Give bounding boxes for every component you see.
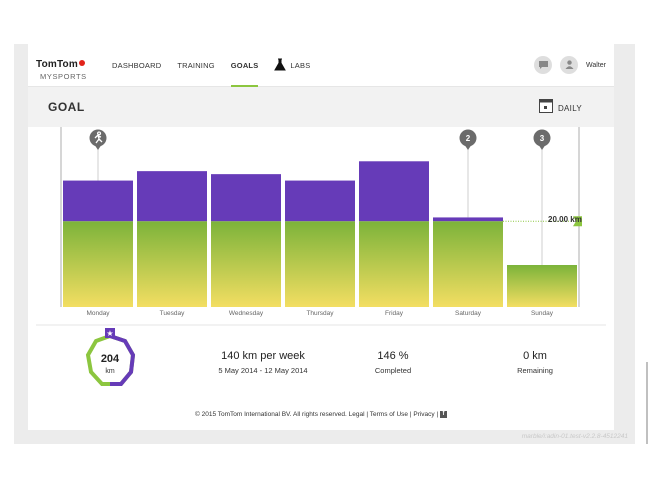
runner-icon — [89, 129, 107, 150]
day-label-thursday: Thursday — [306, 310, 334, 317]
weekly-stat: 140 km per week 5 May 2014 - 12 May 2014 — [203, 350, 323, 375]
day-label-wednesday: Wednesday — [228, 310, 264, 317]
weekly-date-range: 5 May 2014 - 12 May 2014 — [218, 366, 308, 375]
completed-value: 146 % — [377, 350, 409, 362]
facebook-icon[interactable]: f — [439, 411, 447, 418]
nav-labs-label: LABS — [290, 60, 311, 70]
bar-over-goal-wednesday — [211, 174, 281, 222]
remaining-label: Remaining — [517, 366, 553, 375]
chat-button[interactable] — [534, 56, 553, 74]
calendar-icon — [538, 99, 553, 118]
nav-goals[interactable]: GOALS — [230, 44, 259, 87]
svg-text:2: 2 — [466, 134, 471, 143]
username[interactable]: Walter — [586, 61, 606, 69]
footer-link-terms[interactable]: Terms of Use — [369, 411, 409, 419]
period-label: DAILY — [557, 104, 582, 113]
version-string: marble/i:adin-01.test-v2.2.8-4512241 — [521, 433, 628, 440]
remaining-value: 0 km — [523, 350, 547, 362]
nav-labs[interactable]: LABS — [274, 44, 310, 86]
bar-under-goal-wednesday — [211, 221, 281, 307]
top-navigation-bar: TomTom MYSPORTS DASHBOARD TRAINING GOALS… — [28, 44, 614, 87]
copyright: © 2015 TomTom International BV. All righ… — [195, 411, 347, 419]
stats-row: ★ 204 km 140 km per week 5 May 2014 - 12… — [28, 327, 614, 397]
nav-training[interactable]: TRAINING — [177, 60, 215, 70]
remaining-stat: 0 km Remaining — [490, 350, 580, 375]
day-label-saturday: Saturday — [454, 310, 482, 317]
logo-brand: TomTom — [36, 59, 78, 70]
bar-under-goal-monday — [63, 221, 133, 307]
bar-over-goal-saturday — [433, 217, 503, 222]
footer-link-legal[interactable]: Legal — [348, 411, 365, 419]
bar-under-goal-friday — [359, 221, 429, 307]
header-right: Walter — [526, 56, 606, 74]
distance-ring: ★ 204 km — [80, 327, 142, 397]
footer-link-privacy[interactable]: Privacy — [413, 411, 435, 419]
footer: © 2015 TomTom International BV. All righ… — [28, 411, 614, 418]
flask-icon — [274, 58, 287, 73]
logo-product: MYSPORTS — [40, 72, 87, 81]
main-nav: DASHBOARD TRAINING GOALS LABS — [112, 44, 326, 87]
bar-over-goal-monday — [63, 180, 133, 222]
ring-value: 204 — [100, 353, 120, 365]
window-edge — [646, 362, 648, 444]
user-avatar[interactable] — [560, 56, 579, 74]
goal-line-label: 20.00 km — [548, 215, 582, 224]
svg-text:★: ★ — [106, 329, 113, 338]
bar-over-goal-friday — [359, 161, 429, 222]
star-badge-icon — [105, 328, 115, 338]
user-icon — [565, 56, 574, 74]
bar-under-goal-saturday — [433, 221, 503, 307]
completed-label: Completed — [374, 366, 412, 375]
badge-marker-2: 2 — [459, 129, 477, 150]
day-label-tuesday: Tuesday — [159, 310, 185, 317]
bar-under-goal-thursday — [285, 221, 355, 307]
bar-under-goal-tuesday — [137, 221, 207, 307]
tomtom-logo[interactable]: TomTom MYSPORTS — [36, 54, 87, 81]
chat-icon — [538, 56, 548, 74]
day-label-friday: Friday — [384, 310, 404, 317]
logo-dot-icon — [78, 59, 85, 66]
weekly-value: 140 km per week — [221, 350, 305, 362]
day-label-monday: Monday — [86, 310, 110, 317]
page-title: GOAL — [48, 100, 85, 114]
app-window: TomTom MYSPORTS DASHBOARD TRAINING GOALS… — [28, 44, 614, 430]
nav-dashboard[interactable]: DASHBOARD — [112, 60, 162, 70]
bar-over-goal-thursday — [285, 180, 355, 222]
svg-text:3: 3 — [540, 134, 545, 143]
badge-marker-3: 3 — [533, 129, 551, 150]
daily-period-button[interactable]: DAILY — [538, 99, 582, 118]
completed-stat: 146 % Completed — [348, 350, 438, 375]
goal-subheader: GOAL DAILY — [28, 87, 614, 127]
day-label-sunday: Sunday — [530, 310, 554, 317]
bar-sunday — [507, 265, 577, 307]
ring-unit: km — [105, 368, 115, 375]
ring-svg: ★ — [85, 328, 136, 386]
goal-flag-icon — [573, 216, 582, 227]
bar-over-goal-tuesday — [137, 171, 207, 222]
